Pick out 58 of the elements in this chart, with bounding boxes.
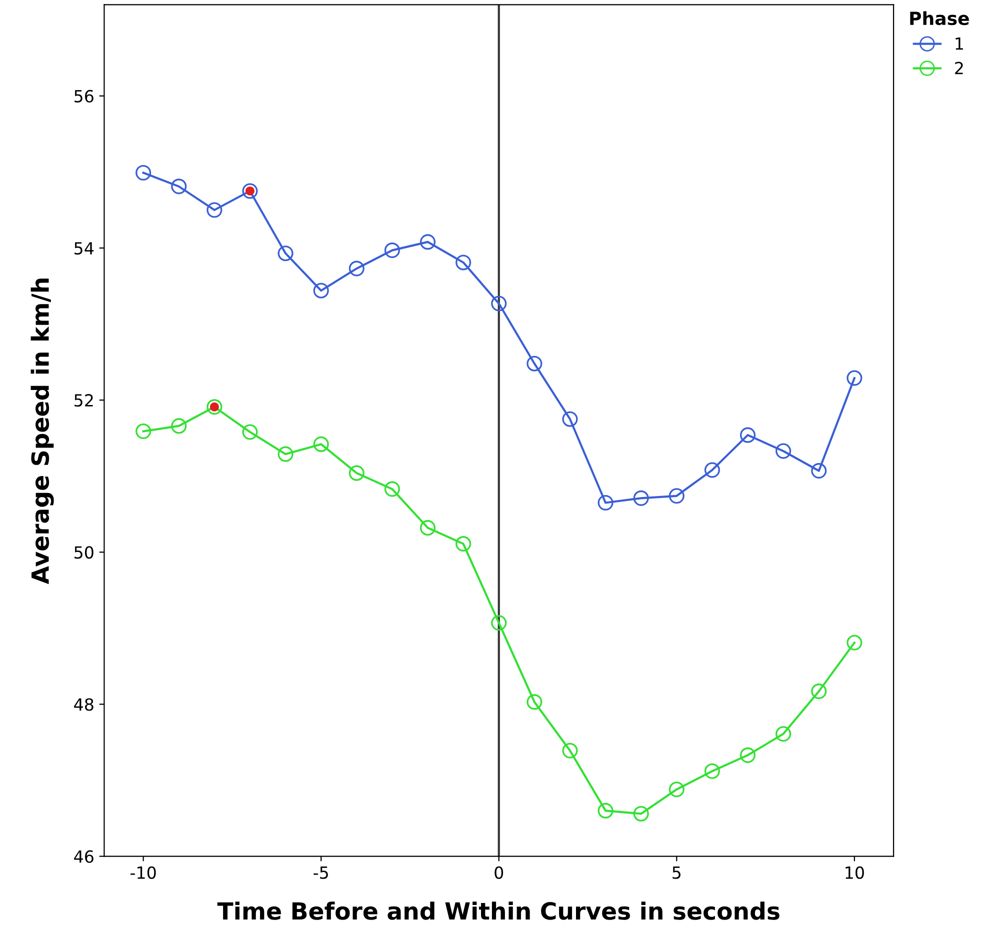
point xyxy=(776,443,792,459)
point xyxy=(136,423,152,440)
x-tick-label: -5 xyxy=(314,866,328,879)
point xyxy=(242,424,258,440)
y-tick-label: 52 xyxy=(74,394,93,407)
y-tick-label: 56 xyxy=(74,90,94,103)
point xyxy=(242,183,258,199)
point xyxy=(811,463,827,479)
point xyxy=(420,520,436,536)
x-tick-label: 10 xyxy=(846,866,864,879)
point xyxy=(704,462,720,478)
point xyxy=(491,615,507,631)
point xyxy=(206,202,222,218)
point xyxy=(313,282,329,298)
point xyxy=(598,494,614,511)
point xyxy=(136,164,152,181)
point xyxy=(668,782,684,798)
point xyxy=(776,726,792,742)
point xyxy=(526,694,542,710)
x-axis-title: Time Before and Within Curves in seconds xyxy=(217,902,780,920)
point xyxy=(740,747,756,763)
point xyxy=(456,536,472,552)
x-tick-label: -10 xyxy=(130,866,156,879)
y-tick-label: 54 xyxy=(74,242,94,255)
point xyxy=(278,246,294,262)
point xyxy=(846,634,862,650)
point xyxy=(633,490,649,506)
point xyxy=(348,260,364,276)
x-tick-label: 0 xyxy=(494,866,504,879)
point xyxy=(598,802,614,818)
point xyxy=(704,763,720,779)
point xyxy=(206,399,222,415)
y-tick-label: 48 xyxy=(74,698,94,711)
legend-title: Phase xyxy=(910,11,969,26)
point xyxy=(526,356,542,372)
point xyxy=(811,684,827,700)
point xyxy=(313,436,329,452)
point xyxy=(456,254,472,270)
point xyxy=(384,242,400,258)
point xyxy=(384,481,400,497)
y-tick-label: 50 xyxy=(74,546,94,559)
point xyxy=(348,465,364,481)
point xyxy=(740,427,756,443)
y-axis-title: Average Speed in km/h xyxy=(30,278,54,584)
point xyxy=(171,178,187,194)
point xyxy=(278,446,294,462)
point xyxy=(562,742,578,758)
point xyxy=(491,296,507,312)
legend-label: 2 xyxy=(955,62,963,74)
point xyxy=(846,370,862,386)
point xyxy=(420,234,436,250)
point xyxy=(171,418,187,434)
point xyxy=(562,411,578,427)
point xyxy=(633,806,649,822)
x-tick-label: 5 xyxy=(672,866,680,879)
legend-label: 1 xyxy=(956,38,963,50)
point xyxy=(668,488,684,504)
y-tick-label: 46 xyxy=(74,850,94,863)
